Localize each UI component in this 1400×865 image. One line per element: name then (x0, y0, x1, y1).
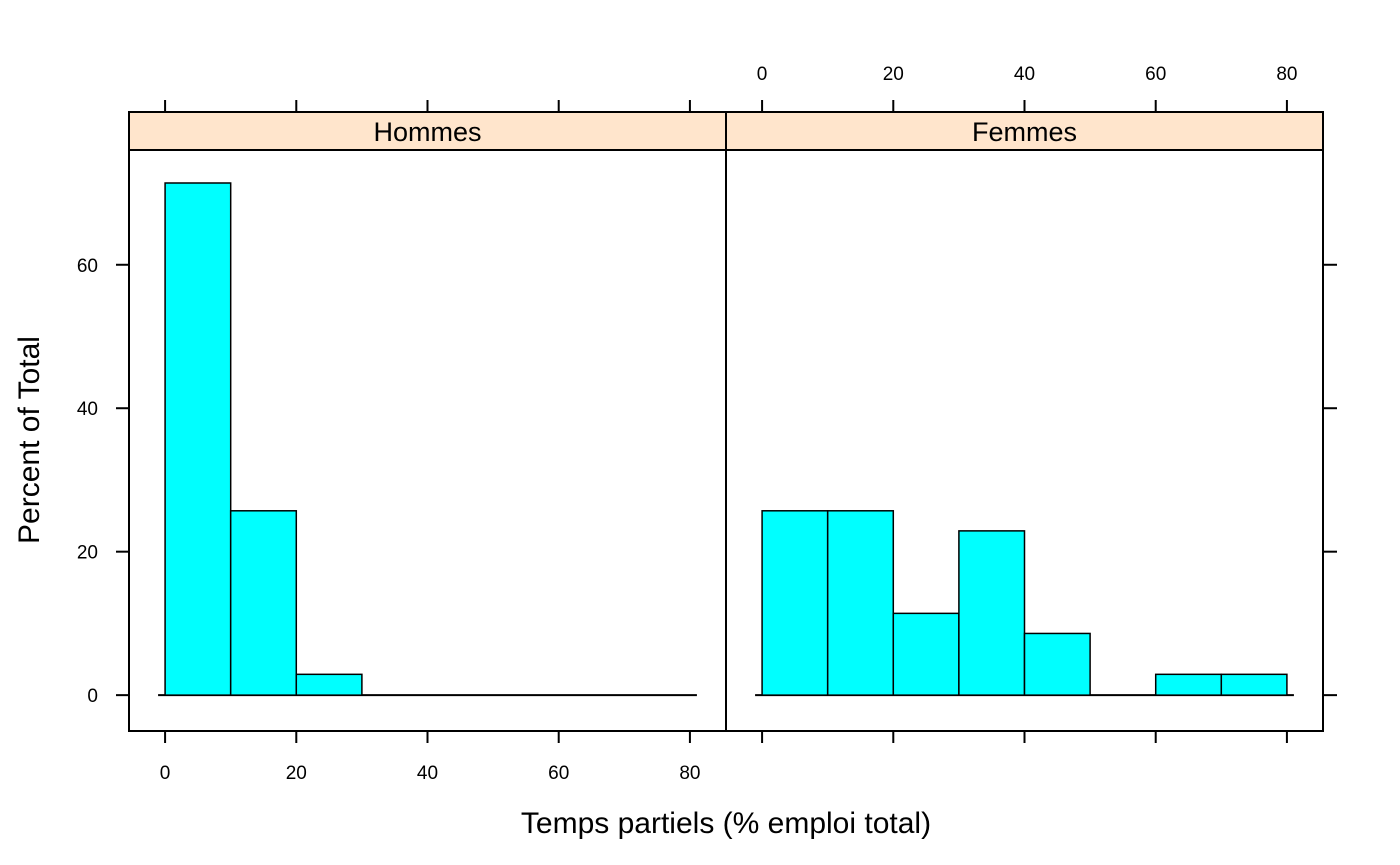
strip-femmes (725, 111, 1324, 151)
y-axis-title: Percent of Total (13, 336, 46, 544)
x-tick-label-bottom-80: 80 (679, 763, 700, 784)
strip-label-femmes: Femmes (972, 117, 1077, 147)
bar-femmes-20-30 (892, 612, 960, 696)
x-axis-title: Temps partiels (% emploi total) (521, 807, 931, 840)
y-axis-left: 0 20 40 60 (77, 256, 129, 707)
x-axis-top-femmes: 0 20 40 60 80 (757, 64, 1297, 112)
y-axis-right (1323, 263, 1337, 697)
y-tick-label-20: 20 (77, 543, 98, 564)
bar-femmes-30-40 (958, 530, 1026, 696)
x-tick-label-bottom-40: 40 (417, 763, 438, 784)
x-tick-label-bottom-0: 0 (160, 763, 171, 784)
bar-femmes-0-10 (761, 510, 829, 696)
y-tick-label-60: 60 (77, 256, 98, 277)
x-tick-label-top-60: 60 (1145, 64, 1166, 85)
x-tick-label-top-40: 40 (1014, 64, 1035, 85)
bar-hommes-0-10 (164, 182, 232, 696)
bar-femmes-40-50 (1023, 632, 1091, 696)
x-tick-label-bottom-20: 20 (286, 763, 307, 784)
bars-hommes (158, 182, 697, 697)
x-ticks-femmes-bottom (761, 731, 1288, 743)
strip-label-hommes: Hommes (373, 117, 481, 147)
bars-femmes (755, 510, 1294, 697)
x-ticks-hommes-top (164, 100, 691, 112)
x-tick-label-bottom-60: 60 (548, 763, 569, 784)
x-tick-label-top-0: 0 (757, 64, 768, 85)
bar-femmes-60-70 (1154, 673, 1223, 696)
bar-hommes-10-20 (229, 510, 298, 696)
x-tick-label-top-20: 20 (883, 64, 904, 85)
x-axis-bottom-hommes: 0 20 40 60 80 (160, 731, 700, 784)
x-tick-label-top-80: 80 (1276, 64, 1297, 85)
y-tick-label-0: 0 (87, 686, 98, 707)
bar-femmes-70-80 (1220, 673, 1288, 696)
bar-hommes-20-30 (295, 673, 363, 696)
bar-femmes-10-20 (826, 510, 895, 696)
y-tick-label-40: 40 (77, 399, 98, 420)
